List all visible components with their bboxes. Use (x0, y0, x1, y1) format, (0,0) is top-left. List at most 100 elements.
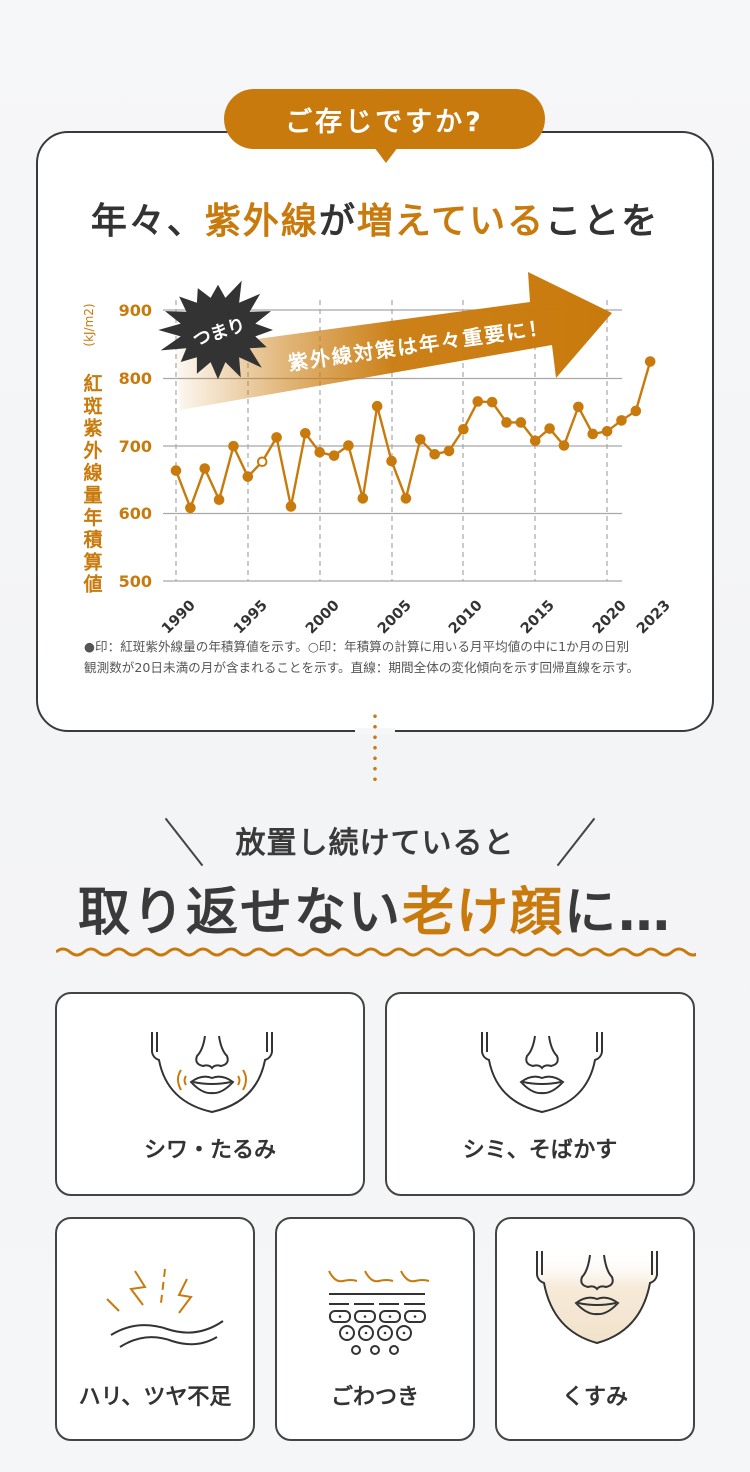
data-marker (558, 440, 570, 451)
footnote-line: 観測数が20日未満の月が含まれることを示す。直線：期間全体の変化傾向を示す回帰直… (84, 660, 640, 675)
open-data-marker (256, 456, 268, 468)
svg-text:値: 値 (82, 574, 102, 596)
face-wrinkle-sagging-icon (151, 1032, 273, 1114)
data-marker (458, 423, 469, 435)
card-dullness: くすみ (495, 1217, 695, 1441)
card-label: シワ・たるみ (143, 1138, 276, 1163)
headline-part: が (318, 201, 357, 242)
data-marker (616, 415, 627, 426)
svg-text:外: 外 (83, 439, 102, 462)
data-marker (328, 450, 340, 461)
section-title: 取り返せない老け顔に… (0, 870, 750, 945)
svg-text:800: 800 (119, 369, 152, 388)
data-marker (486, 396, 498, 408)
title-part: 取り返せない (77, 883, 402, 943)
data-marker (644, 356, 656, 367)
card-firmness-lack: ハリ、ツヤ不足 (55, 1217, 255, 1441)
data-marker (429, 449, 440, 460)
data-marker (501, 417, 512, 428)
data-marker (300, 428, 311, 439)
headline: 年々、紫外線が増えていることを (36, 192, 714, 244)
footnote-line: ●印：紅斑紫外線量の年積算値を示す。○印：年積算の計算に用いる月平均値の中に1か… (84, 639, 630, 654)
data-marker (228, 440, 239, 452)
data-marker (443, 445, 455, 457)
y-unit-label: (kJ/m2) (82, 303, 96, 346)
data-marker (515, 417, 527, 428)
x-tick-labels: 1990 1995 2000 2005 2010 2015 2020 2023 (159, 598, 674, 635)
card-label: ごわつき (330, 1385, 419, 1410)
data-marker (185, 502, 196, 514)
subtitle-text: 放置し続けていると (235, 826, 515, 861)
svg-text:2000: 2000 (303, 598, 343, 635)
skin-firmness-lack-icon (106, 1268, 224, 1348)
trend-arrow (176, 272, 612, 410)
data-marker (285, 501, 297, 512)
card-roughness: ごわつき (275, 1217, 475, 1441)
headline-part: 年々、 (90, 201, 205, 242)
title-highlight: 老け顔 (401, 883, 564, 943)
card-label: ハリ、ツヤ不足 (78, 1385, 232, 1410)
svg-text:積: 積 (83, 528, 102, 551)
title-part: に… (564, 883, 673, 943)
data-line (174, 361, 652, 512)
card-label: くすみ (561, 1385, 628, 1410)
svg-text:1995: 1995 (231, 598, 271, 635)
svg-text:紅: 紅 (83, 372, 102, 395)
data-markers (170, 356, 656, 514)
svg-text:1990: 1990 (159, 598, 199, 635)
card-label: シミ、そばかす (462, 1138, 618, 1163)
data-marker (213, 494, 225, 506)
data-marker (529, 435, 541, 447)
data-marker (414, 434, 426, 445)
starburst-badge (158, 280, 273, 380)
svg-text:2020: 2020 (590, 598, 630, 635)
section-subtitle: 放置し続けていると (0, 818, 750, 862)
headline-highlight: 増えている (356, 201, 546, 242)
data-marker (357, 493, 369, 504)
svg-text:斑: 斑 (83, 395, 102, 417)
face-dullness-icon (536, 1251, 658, 1345)
y-tick-labels: 900 800 700 600 500 (119, 301, 152, 591)
svg-text:900: 900 (119, 301, 152, 320)
svg-text:2005: 2005 (375, 598, 415, 635)
data-marker (170, 465, 182, 476)
svg-text:2015: 2015 (518, 598, 558, 635)
svg-text:紫: 紫 (83, 418, 102, 440)
data-marker (544, 423, 555, 434)
svg-text:700: 700 (119, 437, 152, 456)
svg-text:算: 算 (83, 550, 102, 573)
dotted-connector (372, 711, 378, 785)
wavy-underline (56, 947, 696, 957)
data-marker (242, 471, 254, 482)
data-marker (400, 493, 412, 504)
svg-text:量: 量 (83, 485, 102, 507)
card-spots-freckles: シミ、そばかす (385, 992, 695, 1196)
headline-part: ことを (545, 201, 660, 242)
svg-text:600: 600 (119, 504, 152, 523)
face-spots-icon (481, 1032, 603, 1114)
headline-highlight: 紫外線 (204, 201, 319, 242)
chart-footnote: ●印：紅斑紫外線量の年積算値を示す。○印：年積算の計算に用いる月平均値の中に1か… (84, 636, 694, 678)
data-marker (587, 428, 599, 440)
svg-text:500: 500 (119, 572, 152, 591)
skin-roughness-icon (328, 1270, 430, 1355)
data-marker (371, 400, 383, 412)
badge-pointer (374, 147, 398, 163)
data-marker (630, 405, 642, 417)
svg-text:線: 線 (83, 461, 102, 484)
card-wrinkle-sagging: シワ・たるみ (55, 992, 365, 1196)
data-marker (601, 425, 613, 437)
question-badge: ご存じですか? (224, 89, 545, 149)
svg-text:2010: 2010 (446, 598, 486, 635)
data-marker (343, 440, 354, 451)
data-marker (271, 432, 282, 443)
data-marker (472, 396, 484, 407)
data-marker (314, 446, 326, 458)
svg-text:2023: 2023 (634, 598, 674, 635)
data-marker (573, 401, 584, 413)
data-marker (386, 455, 397, 467)
svg-text:年: 年 (83, 506, 102, 529)
data-marker (199, 463, 211, 474)
